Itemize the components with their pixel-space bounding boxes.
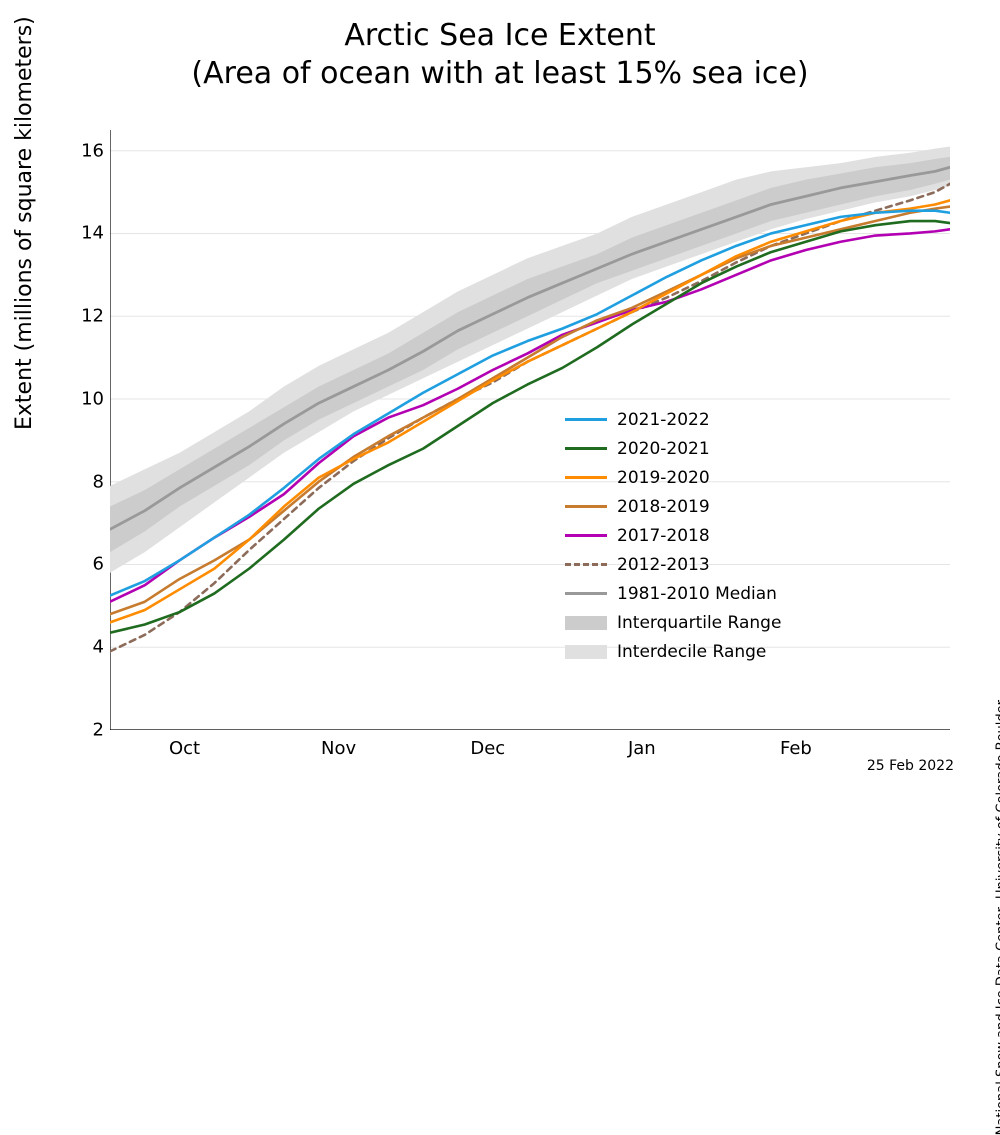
x-tick-label: Dec: [470, 738, 505, 759]
chart-plot-area: [110, 130, 950, 730]
legend-label: Interdecile Range: [617, 642, 766, 662]
legend-label: 2019-2020: [617, 468, 710, 488]
chart-date-label: 25 Feb 2022: [867, 758, 954, 774]
legend-swatch: [565, 584, 607, 604]
legend-label: 1981-2010 Median: [617, 584, 777, 604]
legend-swatch: [565, 497, 607, 517]
legend-item: 2019-2020: [565, 463, 781, 492]
legend-item: Interquartile Range: [565, 608, 781, 637]
y-tick-label: 2: [64, 720, 104, 741]
y-tick-label: 16: [64, 140, 104, 161]
y-tick-label: 8: [64, 471, 104, 492]
chart-container: Arctic Sea Ice Extent (Area of ocean wit…: [0, 0, 1000, 800]
legend-swatch: [565, 526, 607, 546]
legend-item: Interdecile Range: [565, 637, 781, 666]
legend-item: 2020-2021: [565, 434, 781, 463]
x-tick-label: Nov: [321, 738, 356, 759]
legend-item: 2017-2018: [565, 521, 781, 550]
legend-swatch: [565, 410, 607, 430]
y-tick-label: 4: [64, 637, 104, 658]
legend-item: 2018-2019: [565, 492, 781, 521]
legend-swatch: [565, 439, 607, 459]
legend-item: 2012-2013: [565, 550, 781, 579]
chart-title-line1: Arctic Sea Ice Extent: [0, 18, 1000, 53]
legend-label: 2021-2022: [617, 410, 710, 430]
legend-item: 1981-2010 Median: [565, 579, 781, 608]
legend-swatch: [565, 642, 607, 662]
legend-label: 2017-2018: [617, 526, 710, 546]
x-tick-label: Jan: [628, 738, 656, 759]
y-axis-label: Extent (millions of square kilometers): [12, 16, 37, 430]
legend-swatch: [565, 468, 607, 488]
legend-label: 2018-2019: [617, 497, 710, 517]
y-tick-label: 14: [64, 223, 104, 244]
y-tick-label: 10: [64, 388, 104, 409]
legend-label: 2020-2021: [617, 439, 710, 459]
chart-credit: National Snow and Ice Data Center, Unive…: [994, 700, 1000, 1135]
legend-label: Interquartile Range: [617, 613, 781, 633]
legend-item: 2021-2022: [565, 405, 781, 434]
y-tick-label: 6: [64, 554, 104, 575]
legend-swatch: [565, 555, 607, 575]
x-tick-label: Feb: [780, 738, 812, 759]
x-tick-label: Oct: [169, 738, 200, 759]
y-tick-label: 12: [64, 306, 104, 327]
chart-legend: 2021-2022 2020-2021 2019-2020 2018-2019 2017…: [565, 405, 781, 666]
legend-label: 2012-2013: [617, 555, 710, 575]
legend-swatch: [565, 613, 607, 633]
chart-title-line2: (Area of ocean with at least 15% sea ice…: [0, 56, 1000, 91]
